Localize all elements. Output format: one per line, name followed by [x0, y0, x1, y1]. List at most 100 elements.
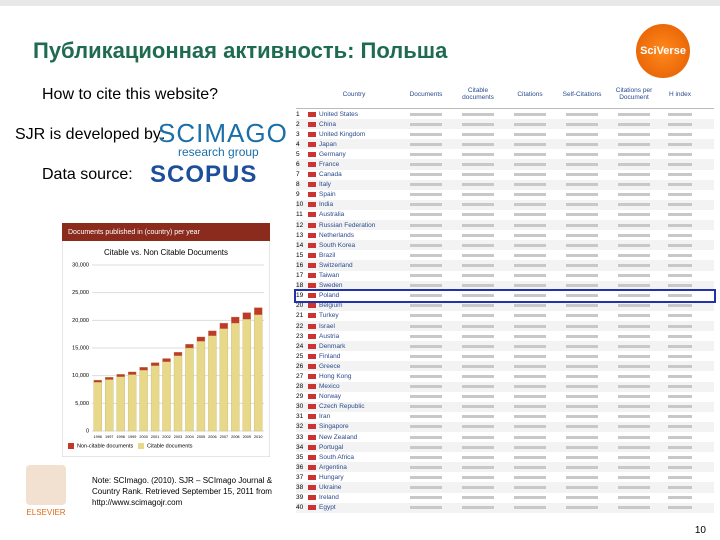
blurred-value — [618, 304, 650, 308]
blurred-value — [618, 152, 650, 156]
blurred-value — [566, 122, 598, 126]
blurred-value — [514, 183, 546, 187]
value-cell — [608, 395, 660, 399]
country-name: Brazil — [319, 251, 336, 259]
value-cell — [452, 395, 504, 399]
blurred-value — [514, 385, 546, 389]
blurred-value — [618, 183, 650, 187]
value-cell — [556, 344, 608, 348]
blurred-value — [462, 132, 494, 136]
blurred-value — [618, 415, 650, 419]
value-cell — [504, 506, 556, 510]
blurred-value — [618, 173, 650, 177]
value-cell — [504, 314, 556, 318]
blurred-value — [410, 395, 442, 399]
scimago-logo: SCIMAGO research group — [158, 118, 288, 159]
header-cell: Documents — [409, 90, 443, 98]
blurred-value — [566, 405, 598, 409]
value-cell — [556, 506, 608, 510]
value-cell — [504, 465, 556, 469]
table-row: 31 Iran — [296, 411, 714, 422]
table-row: 11 Australia — [296, 209, 714, 221]
value-cell — [400, 395, 452, 399]
blurred-value — [618, 465, 650, 469]
value-cell — [504, 263, 556, 267]
blurred-value — [462, 465, 494, 469]
blurred-value — [618, 122, 650, 126]
country-cell: Italy — [308, 181, 400, 188]
country-name: Belgium — [319, 302, 343, 310]
bar — [254, 307, 263, 315]
value-cell — [660, 132, 700, 136]
value-cell — [504, 415, 556, 419]
blurred-value — [462, 415, 494, 419]
table-row: 34 Portugal — [296, 442, 714, 453]
blurred-value — [618, 163, 650, 167]
blurred-value — [410, 405, 442, 409]
blurred-value — [566, 344, 598, 348]
blurred-value — [668, 294, 692, 298]
country-name: Iran — [319, 413, 331, 421]
rank-cell: 15 — [296, 251, 304, 259]
x-tick-label: 2009 — [243, 435, 251, 439]
x-tick-label: 2004 — [185, 435, 193, 439]
blurred-value — [618, 334, 650, 338]
table-row: 39 Ireland — [296, 492, 714, 503]
blurred-value — [462, 435, 494, 439]
bar — [139, 369, 148, 432]
table-row: 28 Mexico — [296, 381, 714, 392]
table-header: Country Documents Citable documents Citatio… — [296, 80, 714, 109]
blurred-value — [566, 213, 598, 217]
country-name: Germany — [319, 150, 346, 158]
blurred-value — [668, 344, 692, 348]
header-bar — [62, 223, 270, 241]
value-cell — [660, 374, 700, 378]
value-cell — [504, 435, 556, 439]
country-cell: Argentina — [308, 464, 400, 471]
value-cell — [400, 415, 452, 419]
value-cell — [400, 435, 452, 439]
chart-header: Documents published in (country) per yea… — [68, 229, 201, 236]
blurred-value — [514, 213, 546, 217]
country-cell: Czech Republic — [308, 403, 400, 410]
flag — [308, 363, 316, 369]
blurred-value — [566, 425, 598, 429]
rank-cell: 25 — [296, 352, 304, 360]
flag — [308, 273, 316, 279]
blurred-value — [462, 213, 494, 217]
table-row: 15 Brazil — [296, 250, 714, 261]
country-cell: Portugal — [308, 444, 400, 451]
rank-cell: 37 — [296, 473, 304, 481]
value-cell — [400, 496, 452, 500]
value-cell — [608, 304, 660, 308]
elsevier-text: ELSEVIER — [26, 508, 66, 517]
value-cell — [504, 112, 556, 116]
value-cell — [504, 223, 556, 227]
value-cell — [556, 354, 608, 358]
bar — [254, 314, 263, 432]
table-row: 14 South Korea — [296, 240, 714, 251]
blurred-value — [462, 314, 494, 318]
legend-swatch — [68, 443, 74, 449]
value-cell — [660, 223, 700, 227]
rank-cell: 29 — [296, 393, 304, 401]
rank-cell: 36 — [296, 463, 304, 471]
blurred-value — [514, 263, 546, 267]
value-cell — [400, 253, 452, 257]
value-cell — [504, 385, 556, 389]
blurred-value — [410, 203, 442, 207]
value-cell — [608, 334, 660, 338]
blurred-value — [566, 223, 598, 227]
value-cell — [660, 304, 700, 308]
blurred-value — [618, 112, 650, 116]
blurred-value — [462, 243, 494, 247]
blurred-value — [668, 304, 692, 308]
value-cell — [608, 425, 660, 429]
blurred-value — [618, 193, 650, 197]
value-cell — [608, 233, 660, 237]
rank-cell: 20 — [296, 302, 304, 310]
blurred-value — [566, 395, 598, 399]
bar — [162, 361, 171, 432]
blurred-value — [618, 253, 650, 257]
country-name: Hong Kong — [319, 372, 352, 380]
